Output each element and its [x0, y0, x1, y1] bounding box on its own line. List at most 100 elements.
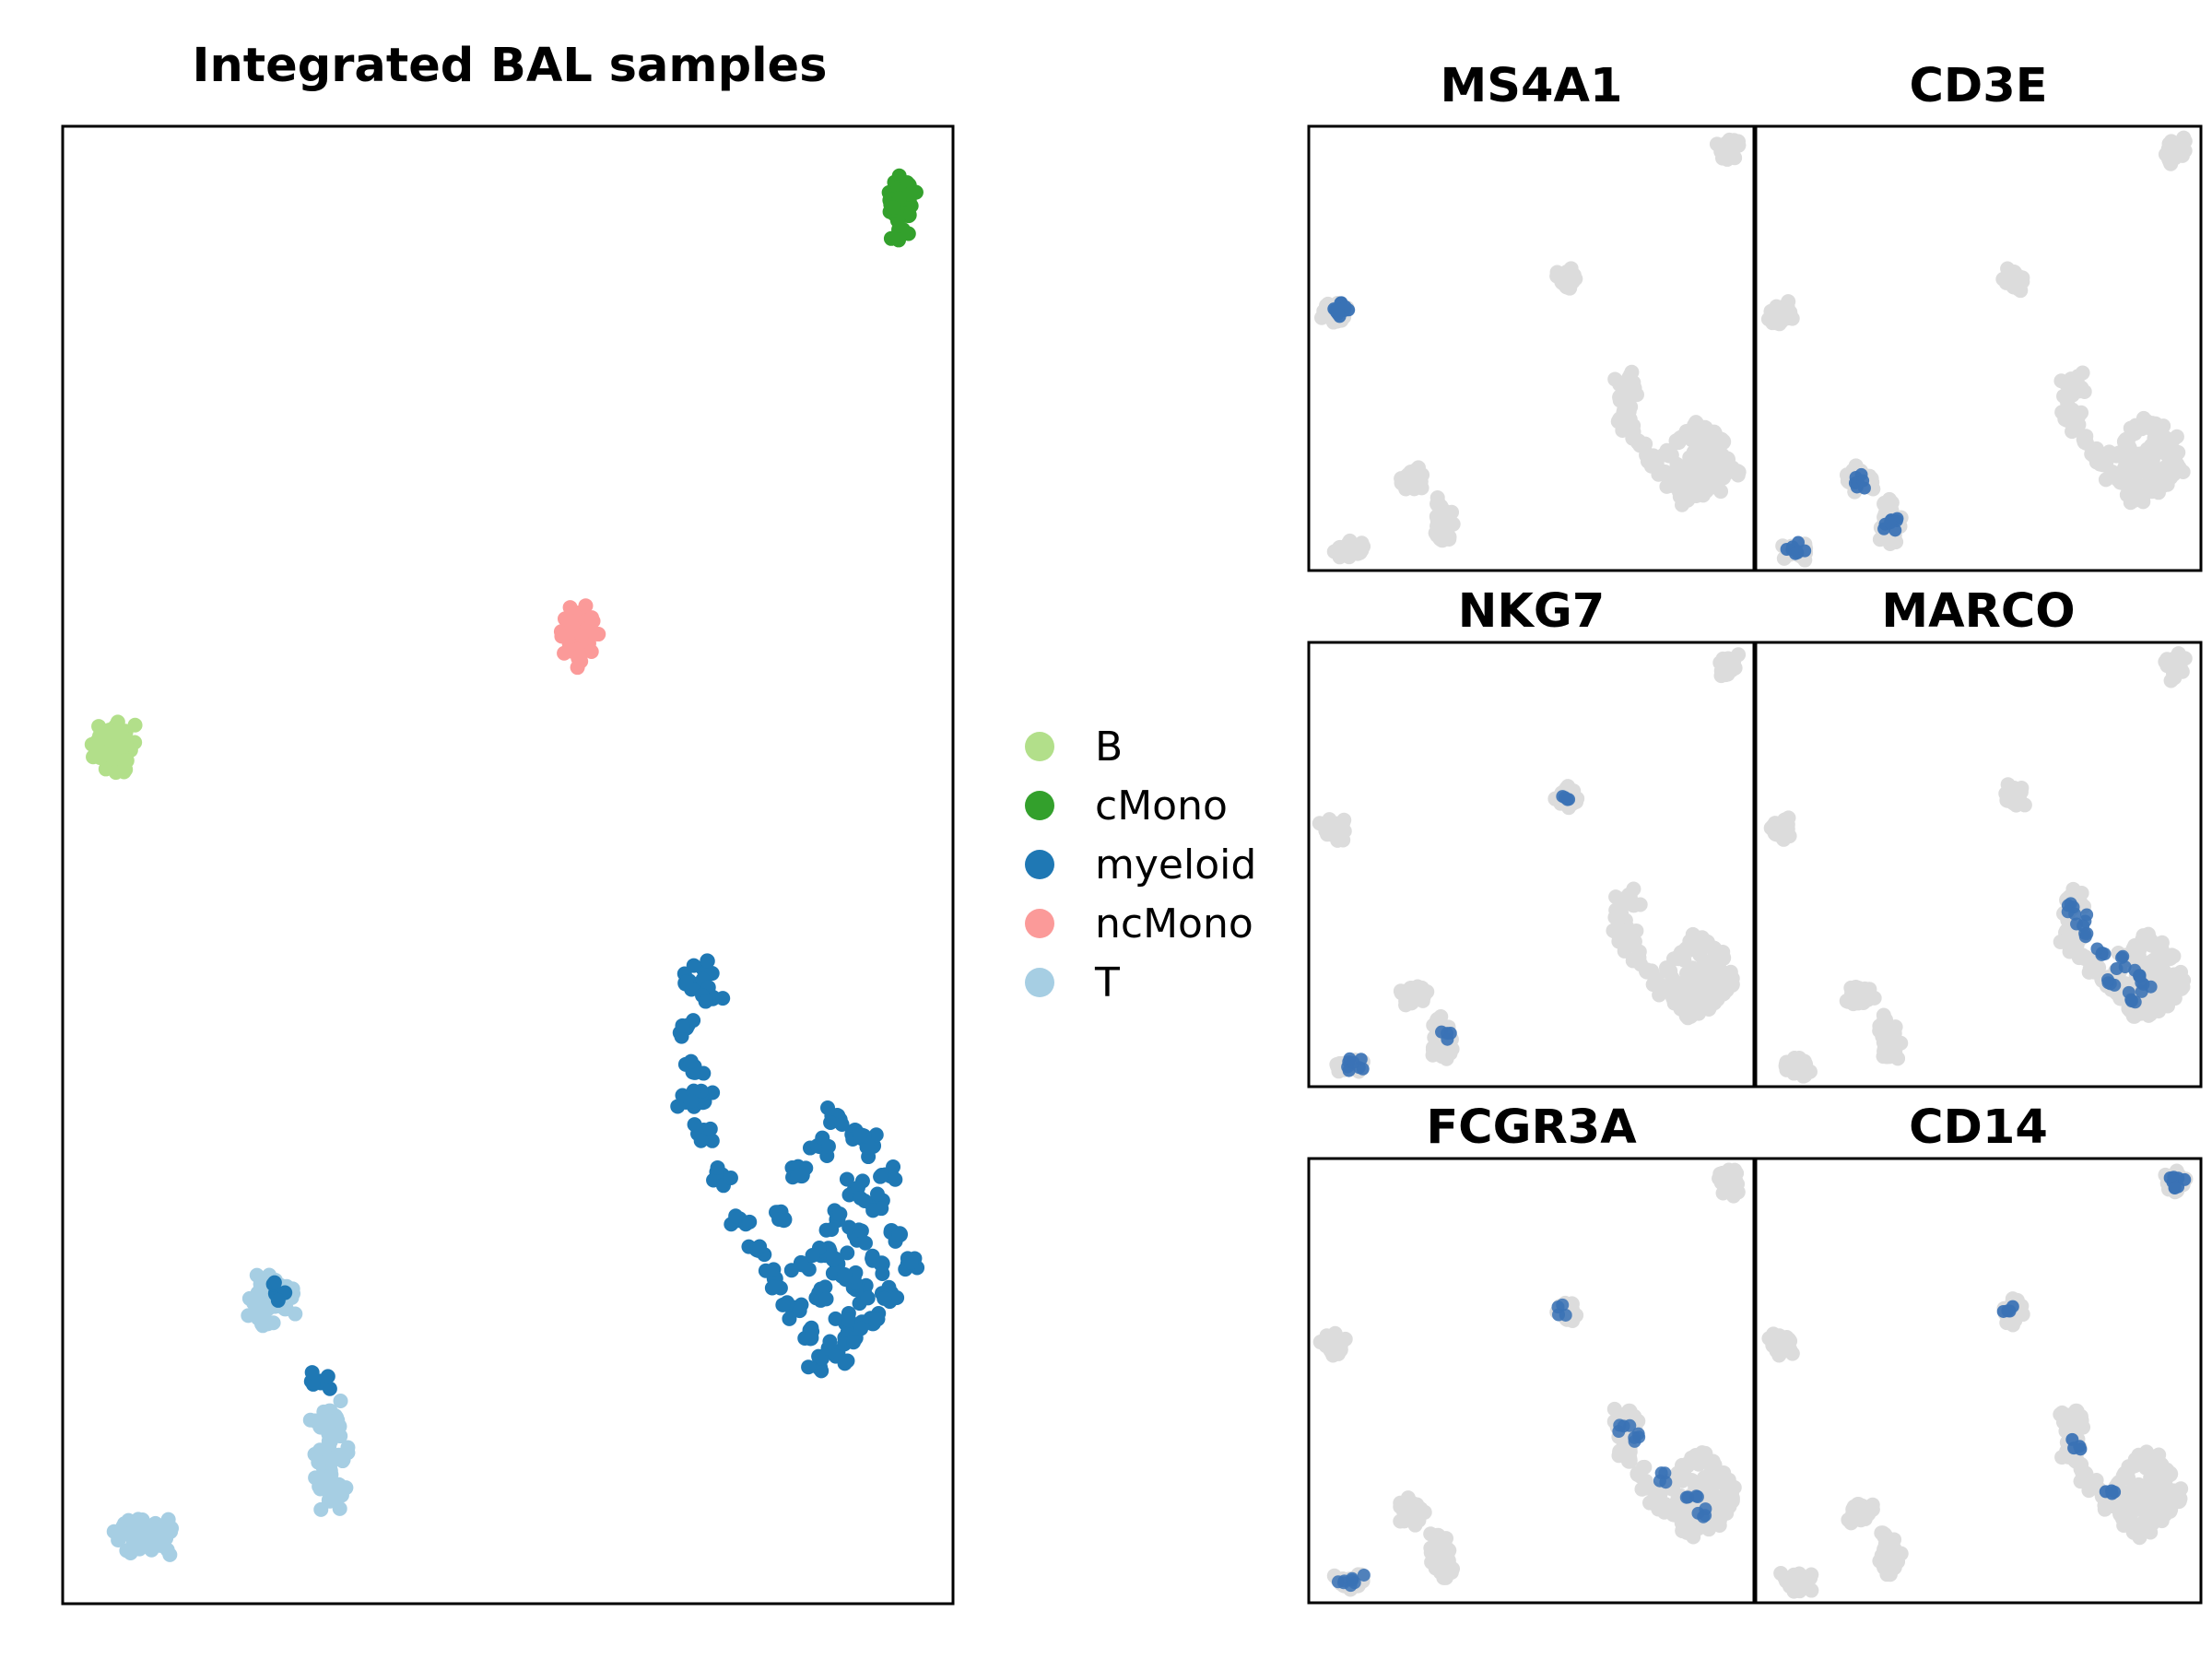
- cell-point-T-4-17-j3: [333, 1393, 348, 1408]
- cell-point-myeloid-2-3-j4: [675, 1018, 690, 1033]
- gene-panel-title: MS4A1: [1441, 59, 1623, 113]
- gene-bg-cell-8-j2: [1312, 816, 1327, 831]
- cell-point-myeloid-5-1-j4: [320, 1369, 335, 1384]
- gene-panel-MS4A1: MS4A1: [1307, 59, 1756, 572]
- cell-point-T-4-16-j4: [333, 1429, 348, 1444]
- gene-bg-cell-88-j2: [1797, 1068, 1813, 1084]
- gene-bg-cell-49-j2: [1703, 444, 1719, 460]
- gene-bg-cell-47-j2: [2169, 429, 2184, 444]
- cell-point-myeloid-2-22-j4: [870, 1312, 886, 1327]
- gene-bg-cell-23-j2: [2074, 405, 2089, 420]
- gene-bg-cell-25-j1: [1617, 943, 1632, 959]
- gene-bg-cell-47-j1: [1721, 1472, 1736, 1488]
- legend-marker-cMono: [1025, 791, 1054, 820]
- cell-point-myeloid-2-1-j4: [700, 953, 715, 969]
- gene-bg-cell-53-j2: [1665, 970, 1680, 985]
- gene-bg-cell-80-j2: [1428, 1554, 1443, 1570]
- gene-bg-cell-49-j1: [2151, 444, 2167, 460]
- legend-label: myeloid: [1095, 841, 1256, 888]
- legend-label: ncMono: [1095, 900, 1253, 947]
- gene-bg-cell-24-j1: [2054, 405, 2070, 420]
- gene-bg-cell-48-j2: [2159, 1480, 2175, 1496]
- cell-point-myeloid-2-3-j1: [674, 1029, 689, 1044]
- gene-expr-cell-3-j3: [2074, 1442, 2088, 1456]
- cell-point-myeloid-2-29-j4: [888, 1171, 903, 1187]
- gene-bg-cell-8-j2: [1312, 1335, 1328, 1350]
- gene-bg-cell-49-j1: [1704, 964, 1720, 980]
- cell-point-cMono-1-6-j4: [891, 232, 907, 248]
- gene-bg-cell-79-j2: [1882, 535, 1898, 551]
- main-umap-panel: Integrated BAL samples: [61, 39, 955, 1606]
- gene-bg-cell-50-j1: [2141, 1486, 2157, 1501]
- gene-bg-cell-57-j2: [1691, 1456, 1707, 1472]
- gene-bg-cell-79-j2: [1436, 1570, 1452, 1585]
- gene-bg-cell-25-j2: [2061, 931, 2077, 947]
- gene-bg-cell-40-j1: [1713, 484, 1729, 500]
- gene-bg-cell-16-j2: [1725, 1188, 1741, 1204]
- gene-expr-cell-4-j3: [2110, 962, 2124, 976]
- gene-bg-cell-90-j1: [1430, 490, 1445, 506]
- cell-point-T-4-1-j2: [249, 1267, 265, 1283]
- cell-point-myeloid-2-15-j3: [822, 1334, 838, 1349]
- cell-point-T-4-17-j4: [321, 1413, 336, 1429]
- gene-bg-cell-25-j2: [2065, 414, 2080, 429]
- legend-item-cMono: cMono: [1025, 782, 1228, 830]
- gene-bg-cell-17-j2: [1714, 661, 1730, 677]
- cell-point-T-4-23-j1: [162, 1547, 178, 1562]
- cell-point-myeloid-2-7-j1: [704, 1133, 720, 1148]
- cell-point-myeloid-2-14-j2: [801, 1359, 817, 1375]
- gene-bg-cell-89-j2: [1854, 1499, 1870, 1514]
- gene-expr-cell-4-j3: [1689, 1489, 1703, 1503]
- cell-point-myeloid-2-32-j4: [837, 1266, 853, 1282]
- cell-point-myeloid-2-31-j4: [853, 1223, 869, 1239]
- main-title: Integrated BAL samples: [193, 39, 828, 93]
- cell-point-myeloid-2-38-j1: [820, 1100, 836, 1116]
- cell-point-myeloid-2-2-j4: [698, 994, 713, 1009]
- cell-point-myeloid-2-39-j4: [853, 1127, 868, 1143]
- cell-point-myeloid-2-23-j3: [846, 1335, 862, 1350]
- gene-bg-cell-17-j2: [1719, 143, 1735, 159]
- cell-point-myeloid-2-33-j4: [818, 1291, 834, 1307]
- gene-bg-cell-90-j2: [1433, 1008, 1449, 1024]
- cell-point-ncMono-3-6-j2: [570, 660, 585, 676]
- cell-point-B-0-2-j3: [127, 717, 143, 733]
- gene-expr-cell-1-j3: [1347, 1055, 1360, 1069]
- cell-point-myeloid-2-6-j0: [670, 1099, 686, 1114]
- cell-point-T-4-5-j3: [241, 1308, 256, 1324]
- gene-bg-cell-90-j2: [1878, 498, 1894, 513]
- gene-panel-NKG7: NKG7: [1307, 584, 1756, 1088]
- gene-bg-cell-57-j2: [2143, 932, 2159, 947]
- gene-bg-cell-18-j2: [2054, 1405, 2070, 1420]
- gene-bg-cell-57-j2: [2151, 1447, 2167, 1463]
- gene-bg-cell-26-j2: [2075, 947, 2090, 963]
- legend-marker-myeloid: [1025, 850, 1054, 879]
- gene-bg-cell-52-j2: [1668, 1500, 1684, 1516]
- gene-bg-cell-49-j2: [1703, 975, 1719, 991]
- gene-bg-cell-50-j2: [1694, 458, 1710, 474]
- cell-point-myeloid-2-30-j4: [865, 1203, 881, 1218]
- gene-bg-cell-40-j2: [1712, 1512, 1727, 1528]
- gene-expr-cell-5-j3: [1798, 544, 1812, 558]
- gene-bg-cell-38-j2: [1724, 971, 1740, 986]
- gene-expr-cell-7-j3: [1347, 1576, 1361, 1590]
- gene-bg-cell-80-j2: [1877, 1041, 1892, 1056]
- gene-bg-cell-16-j1: [2163, 673, 2179, 688]
- gene-panel-frame: [1754, 641, 2203, 1088]
- gene-bg-cell-9-j2: [1775, 831, 1791, 847]
- main-umap-highlight-points: [84, 168, 925, 1562]
- gene-bg-cell-54-j2: [1668, 433, 1684, 449]
- gene-bg-cell-88-j2: [1352, 544, 1368, 559]
- gene-bg-cell-27-j2: [1638, 1474, 1653, 1489]
- gene-bg-cell-27-j2: [2091, 959, 2107, 975]
- gene-bg-cell-41-j2: [1690, 478, 1706, 494]
- gene-expr-cell-1-j3: [1613, 1418, 1627, 1432]
- gene-bg-cell-52-j2: [2124, 1496, 2139, 1512]
- cell-point-myeloid-2-7-j4: [687, 1117, 702, 1133]
- gene-bg-cell-89-j2: [1407, 1506, 1423, 1522]
- gene-expr-cell-4-j3: [2105, 1487, 2119, 1500]
- main-axes-frame: [61, 124, 955, 1606]
- cell-point-T-4-19-j4: [135, 1512, 150, 1527]
- cell-point-myeloid-2-28-j0: [868, 1127, 884, 1143]
- gene-expr-cell-2-j3: [1556, 790, 1570, 804]
